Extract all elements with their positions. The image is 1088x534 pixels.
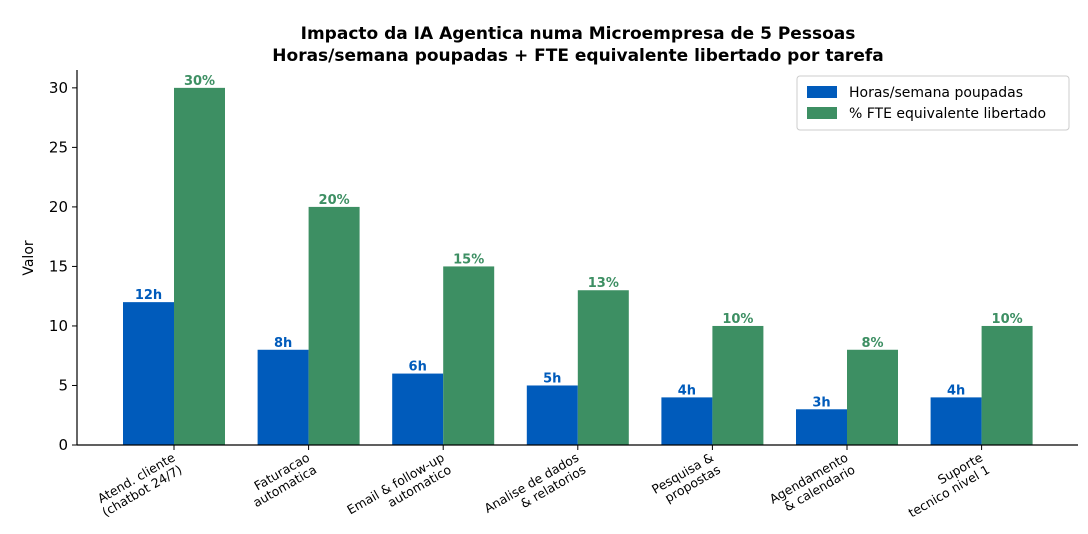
- bar-hours-5: [796, 409, 847, 445]
- bar-fte-0: [174, 87, 225, 445]
- bar-fte-1: [308, 206, 360, 445]
- chart-title: Impacto da IA Agentica numa Microempresa…: [301, 24, 856, 44]
- data-label-hours-3: 5h: [543, 371, 561, 386]
- bar-fte-2: [443, 266, 495, 445]
- bar-fte-5: [847, 349, 898, 445]
- x-tick-label-5: Agendamento& calendario: [767, 450, 858, 519]
- x-tick-label-3: Analise de dados& relatorios: [482, 450, 589, 528]
- legend-swatch-0: [807, 86, 837, 98]
- legend-label-0: Horas/semana poupadas: [849, 85, 1023, 101]
- bar-hours-0: [123, 302, 174, 445]
- data-label-fte-1: 20%: [319, 193, 350, 208]
- plot-area: 12h 8h 6h 5h 4h 3h 4h 30% 20% 15% 13% 10% 8% 10% 0 5 10 1…: [49, 70, 1078, 530]
- legend: Horas/semana poupadas % FTE equivalente l…: [796, 75, 1070, 131]
- bar-hours-4: [661, 397, 713, 445]
- legend-label-1: % FTE equivalente libertado: [849, 106, 1046, 122]
- bar-hours-1: [257, 349, 309, 445]
- data-label-hours-0: 12h: [135, 288, 162, 303]
- y-tick-label-1: 5: [58, 376, 68, 394]
- data-label-hours-2: 6h: [409, 360, 427, 375]
- bar-fte-4: [712, 325, 764, 445]
- x-tick-label-1: Faturacaoautomatica: [243, 450, 319, 511]
- y-tick-label-2: 10: [49, 317, 68, 335]
- data-label-hours-5: 3h: [812, 395, 830, 410]
- data-label-hours-4: 4h: [678, 383, 696, 398]
- y-tick-label-4: 20: [49, 198, 68, 216]
- data-label-hours-1: 8h: [274, 336, 292, 351]
- bar-fte-6: [981, 325, 1033, 445]
- data-label-fte-4: 10%: [722, 312, 753, 327]
- y-tick-label-3: 15: [49, 257, 68, 275]
- bar-hours-2: [392, 373, 444, 445]
- bar-hours-3: [526, 385, 578, 445]
- x-tick-label-6: Suportetecnico nivel 1: [899, 449, 993, 520]
- x-tick-label-4: Pesquisa &propostas: [649, 449, 723, 509]
- legend-swatch-1: [807, 107, 837, 119]
- chart-subtitle: Horas/semana poupadas + FTE equivalente …: [272, 46, 883, 66]
- x-tick-label-0: Atend. cliente(chatbot 24/7): [92, 449, 184, 519]
- legend-box: [796, 75, 1070, 131]
- x-tick-label-2: Email & follow-upautomatico: [344, 450, 453, 530]
- y-tick-label-6: 30: [49, 79, 68, 97]
- data-label-fte-5: 8%: [861, 336, 883, 351]
- data-label-fte-6: 10%: [992, 312, 1023, 327]
- bar-hours-6: [930, 397, 982, 445]
- data-label-fte-0: 30%: [184, 74, 215, 89]
- data-label-fte-2: 15%: [453, 252, 484, 267]
- data-label-hours-6: 4h: [947, 383, 965, 398]
- y-tick-label-5: 25: [49, 138, 68, 156]
- bar-fte-3: [577, 290, 629, 445]
- data-label-fte-3: 13%: [588, 276, 619, 291]
- y-axis-label: Valor: [21, 240, 37, 276]
- y-tick-label-0: 0: [58, 436, 68, 454]
